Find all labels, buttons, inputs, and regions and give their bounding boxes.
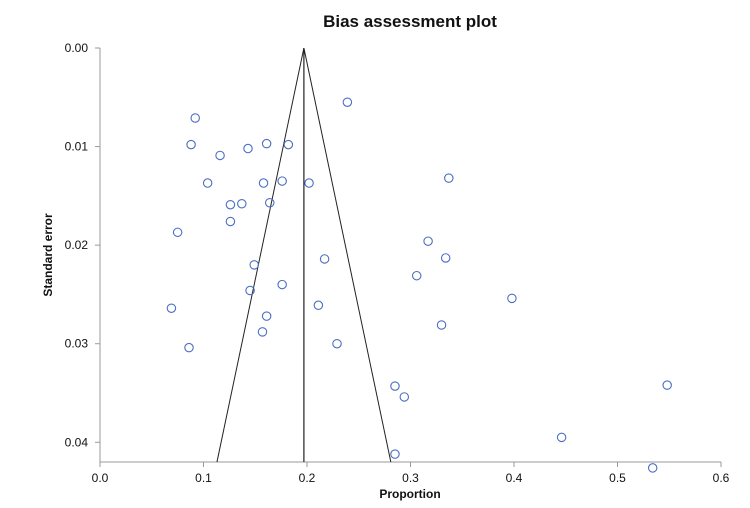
data-point [264, 198, 275, 208]
data-point [172, 227, 183, 238]
data-point [277, 279, 287, 290]
data-point [277, 176, 287, 186]
data-point [411, 270, 422, 281]
data-point [283, 139, 294, 150]
data-point [215, 150, 225, 161]
chart-title: Bias assessment plot [323, 12, 497, 31]
y-tick-label: 0.04 [65, 435, 89, 449]
data-point [245, 285, 255, 296]
x-tick-label: 0.1 [195, 471, 212, 485]
data-point [436, 320, 447, 330]
data-point [257, 327, 268, 337]
data-point [186, 139, 196, 150]
x-tick-label: 0.4 [506, 471, 523, 485]
data-point [342, 97, 353, 107]
data-point [304, 178, 314, 188]
x-axis-label: Proportion [379, 487, 440, 501]
data-point [258, 178, 269, 188]
data-point [225, 216, 236, 227]
data-point [556, 432, 567, 443]
data-point [444, 173, 454, 183]
data-point [662, 380, 672, 390]
data-point [190, 113, 200, 123]
data-point [249, 260, 259, 270]
x-tick-label: 0.2 [299, 471, 316, 485]
data-point [332, 338, 342, 349]
data-point [390, 381, 400, 391]
x-tick-label: 0.0 [92, 471, 109, 485]
data-point [225, 199, 236, 210]
x-tick-label: 0.6 [713, 471, 730, 485]
data-point [319, 254, 330, 264]
y-tick-label: 0.01 [65, 140, 89, 154]
data-point [261, 138, 272, 149]
y-tick-label: 0.03 [65, 337, 89, 351]
x-tick-label: 0.3 [402, 471, 419, 485]
x-tick-label: 0.5 [609, 471, 626, 485]
data-point [423, 236, 433, 246]
data-point [184, 342, 194, 353]
y-axis-label: Standard error [41, 213, 55, 297]
data-point [237, 198, 247, 209]
data-point [399, 392, 410, 402]
data-point [166, 303, 177, 313]
plot-area: 0.0 0.1 0.2 0.3 0.4 0.5 0.6 0.00 0.01 0.02 0.03 0.0… [65, 41, 730, 485]
data-point [261, 311, 272, 321]
data-point [202, 178, 213, 188]
data-point [647, 463, 658, 473]
y-tick-label: 0.00 [65, 41, 89, 55]
funnel-right-line [303, 47, 392, 463]
data-point [507, 293, 517, 304]
data-point [243, 143, 253, 154]
data-point [440, 253, 451, 263]
data-point [313, 300, 324, 311]
data-point [390, 449, 400, 459]
funnel-left-line [216, 47, 305, 463]
y-tick-label: 0.02 [65, 238, 89, 252]
